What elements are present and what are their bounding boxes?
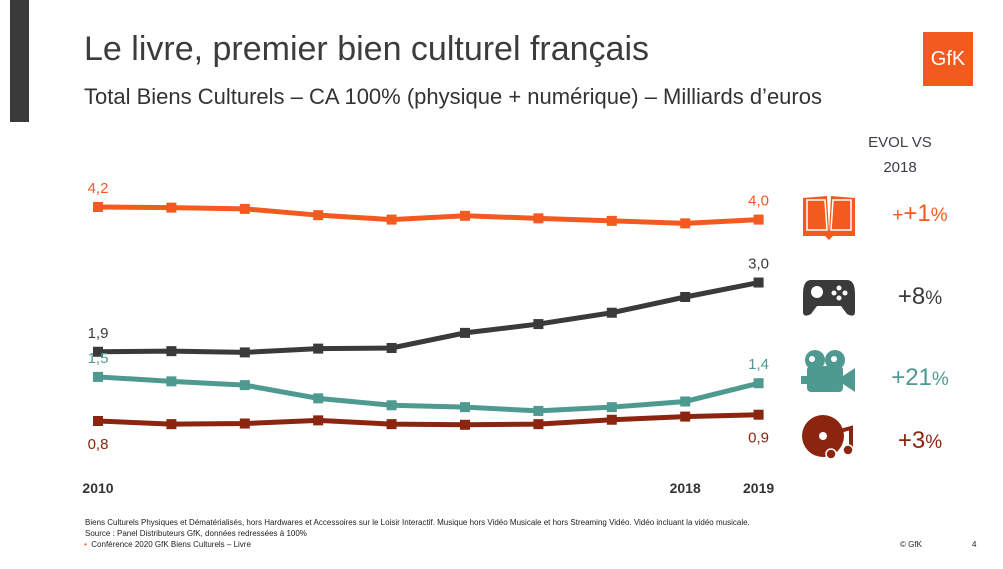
data-point (533, 405, 544, 416)
data-point (606, 215, 617, 226)
series-2: 1,5 1,4 (88, 350, 769, 416)
data-point (753, 214, 764, 225)
series-line (97, 204, 759, 226)
music-disc-icon (802, 415, 854, 460)
data-label: 4,0 (748, 193, 769, 210)
data-point (606, 402, 617, 413)
data-point (533, 419, 544, 430)
data-point (93, 346, 103, 357)
data-point (166, 202, 177, 213)
data-point (239, 418, 250, 429)
movie-camera-icon (801, 350, 855, 392)
data-point (753, 277, 764, 288)
data-point (460, 327, 470, 338)
data-point (460, 210, 470, 221)
x-tick-label: 2010 (82, 480, 113, 496)
data-point (606, 414, 617, 425)
data-point (166, 419, 177, 430)
page-number: 4 (972, 540, 977, 549)
footer-source: Source : Panel Distributeurs GfK, donnée… (85, 529, 307, 538)
x-tick-label: 2019 (743, 480, 774, 496)
data-label: 4,2 (88, 180, 109, 197)
data-point (753, 409, 764, 420)
data-point (239, 380, 250, 391)
data-label: 1,5 (88, 350, 109, 367)
gfk-logo: GfK (923, 32, 973, 86)
data-point (166, 376, 177, 387)
data-point (386, 342, 397, 353)
data-point (166, 346, 177, 357)
data-point (680, 218, 691, 229)
data-point (313, 393, 324, 404)
data-point (533, 319, 544, 330)
data-point (386, 214, 397, 225)
book-icon (803, 196, 855, 240)
footer-copyright: © GfK (900, 540, 922, 549)
data-point (93, 202, 103, 212)
data-point (680, 396, 691, 407)
data-point (533, 213, 544, 224)
data-point (313, 210, 324, 221)
footer-conference: • Conférence 2020 GfK Biens Culturels – … (84, 540, 251, 549)
page-title: Le livre, premier bien culturel français (84, 30, 650, 68)
evol-header: EVOL VS 2018 (868, 134, 932, 176)
evol-games: +8% (897, 283, 943, 310)
data-point (680, 411, 691, 422)
series-line (97, 374, 760, 414)
data-point (680, 292, 691, 303)
data-point (386, 400, 397, 411)
data-point (239, 203, 250, 214)
evol-video: +21% (891, 364, 949, 391)
series-line (97, 280, 760, 355)
footer-note: Biens Culturels Physiques et Dématériali… (85, 518, 750, 527)
data-point (313, 343, 324, 354)
data-point (460, 402, 470, 413)
data-point (239, 347, 250, 358)
data-label: 1,9 (88, 325, 109, 342)
data-point (386, 419, 397, 430)
series-3: 0,8 0,9 (88, 409, 769, 453)
series-0: 4,2 4,0 (88, 180, 769, 229)
x-tick-label: 2018 (670, 480, 701, 496)
data-point (460, 419, 470, 430)
series-line (97, 412, 759, 428)
series-1: 1,9 3,0 (88, 256, 769, 358)
data-label: 0,9 (748, 430, 769, 447)
data-label: 3,0 (748, 256, 769, 273)
data-point (753, 378, 764, 389)
evol-music: +3% (897, 427, 943, 454)
data-point (93, 416, 103, 426)
data-point (313, 415, 324, 426)
data-point (93, 371, 103, 382)
page-subtitle: Total Biens Culturels – CA 100% (physiqu… (84, 84, 822, 109)
data-label: 0,8 (88, 436, 109, 453)
data-label: 1,4 (748, 356, 769, 373)
evol-book: ++1% (892, 200, 948, 227)
accent-bar (10, 0, 29, 122)
data-point (606, 307, 617, 318)
gamepad-icon (803, 280, 855, 316)
